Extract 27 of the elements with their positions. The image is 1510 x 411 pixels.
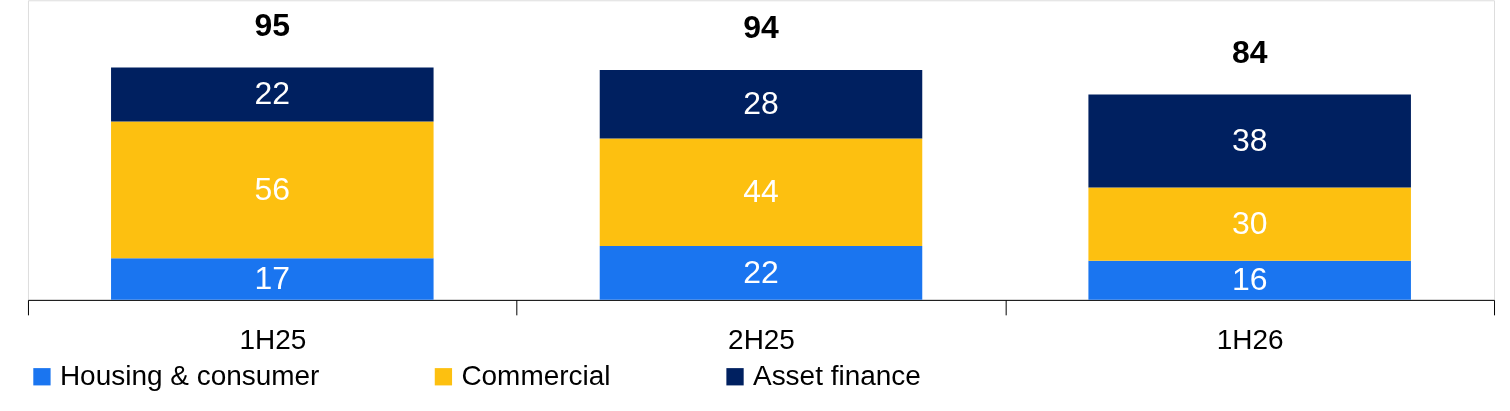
data-label: 30 (1231, 205, 1268, 242)
total-label: 95 (254, 6, 291, 43)
bar (599, 138, 923, 247)
total-label: 84 (1231, 33, 1268, 70)
data-label: 28 (743, 85, 779, 122)
data-label: 38 (1231, 121, 1268, 158)
bar (599, 246, 923, 300)
x-tick-label: 1H26 (1216, 324, 1284, 356)
data-label: 17 (254, 260, 291, 297)
bar (111, 258, 434, 300)
bar (1088, 260, 1411, 300)
data-label: 22 (743, 253, 779, 290)
total-label: 94 (743, 9, 779, 46)
bar (599, 70, 923, 139)
bar (111, 121, 434, 259)
data-label: 22 (254, 75, 291, 112)
data-label: 56 (254, 170, 291, 207)
data-label: 16 (1231, 261, 1268, 298)
legend-label: Commercial (461, 359, 611, 391)
bar (1088, 94, 1411, 188)
x-tick-label: 2H25 (728, 324, 795, 356)
bar (111, 67, 434, 122)
bar (1088, 187, 1411, 261)
x-tick-label: 1H25 (239, 324, 307, 356)
legend-label: Housing & consumer (59, 359, 320, 391)
data-label: 44 (743, 173, 779, 210)
legend-label: Asset finance (753, 359, 921, 391)
